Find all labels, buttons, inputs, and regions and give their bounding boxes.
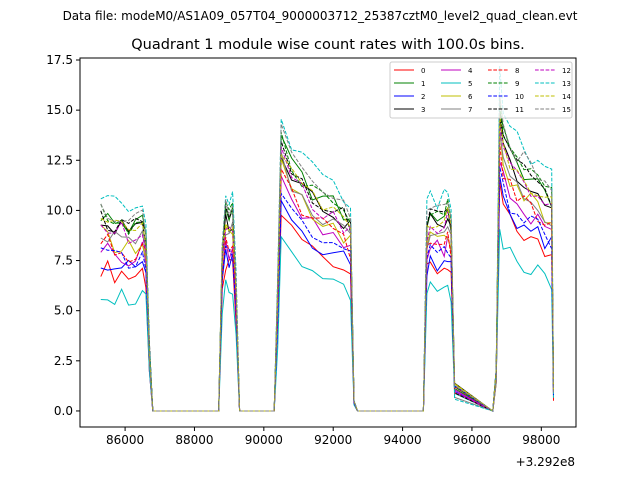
x-tick-label: 94000	[383, 433, 421, 447]
legend-label-14: 14	[562, 93, 571, 101]
plot-frame	[79, 57, 577, 428]
x-tick-label: 92000	[314, 433, 352, 447]
series-line-5	[100, 229, 554, 412]
y-tick-label: 12.5	[46, 153, 73, 167]
y-tick-label: 15.0	[46, 103, 73, 117]
chart-title: Quadrant 1 module wise count rates with …	[131, 37, 525, 53]
y-tick-label: 2.5	[54, 354, 73, 368]
series-line-3	[100, 118, 554, 412]
legend-label-4: 4	[468, 67, 473, 75]
legend-label-2: 2	[421, 93, 425, 101]
series-line-7	[100, 131, 554, 412]
chart-suptitle: Data file: modeM0/AS1A09_057T04_90000037…	[63, 9, 578, 23]
y-tick-label: 17.5	[46, 53, 73, 67]
legend-label-11: 11	[515, 106, 524, 114]
series-line-10	[100, 166, 554, 412]
legend-label-9: 9	[515, 80, 519, 88]
series-line-14	[100, 115, 554, 412]
x-tick-label: 90000	[245, 433, 283, 447]
y-tick-label: 7.5	[54, 254, 73, 268]
legend-label-15: 15	[562, 106, 571, 114]
legend-label-6: 6	[468, 93, 473, 101]
series-line-6	[100, 129, 554, 412]
y-tick-label: 10.0	[46, 203, 73, 217]
series-line-15	[100, 95, 554, 412]
x-tick-label: 98000	[522, 433, 560, 447]
y-tick-label: 0.0	[54, 404, 73, 418]
series-line-4	[100, 161, 554, 412]
legend-label-7: 7	[468, 106, 472, 114]
y-axis: 0.0 2.5 5.0 7.5 10.0 12.5 15.0 17.5	[46, 53, 80, 418]
legend-label-10: 10	[515, 93, 524, 101]
legend-label-5: 5	[468, 80, 472, 88]
legend-label-3: 3	[421, 106, 425, 114]
series-line-11	[100, 113, 554, 412]
x-tick-label: 86000	[106, 433, 144, 447]
x-tick-label: 96000	[453, 433, 491, 447]
x-offset-label: +3.292e8	[516, 455, 575, 469]
legend-label-13: 13	[562, 80, 571, 88]
legend-label-12: 12	[562, 67, 571, 75]
legend-label-1: 1	[421, 80, 425, 88]
series-line-12	[100, 127, 554, 412]
y-tick-label: 5.0	[54, 304, 73, 318]
x-axis: 86000 88000 90000 92000 94000 96000 98000	[106, 427, 560, 447]
x-tick-label: 88000	[175, 433, 213, 447]
legend-label-0: 0	[421, 67, 425, 75]
legend-box	[389, 61, 573, 119]
series-line-8	[100, 143, 554, 412]
legend-label-8: 8	[515, 67, 519, 75]
series-layer	[100, 65, 554, 412]
